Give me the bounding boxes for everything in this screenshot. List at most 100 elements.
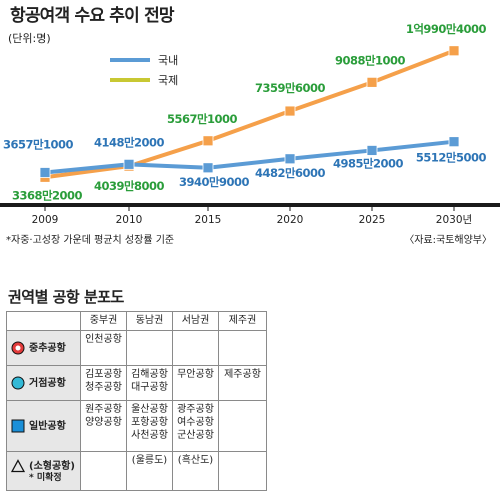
airport-name: 광주공항 — [177, 404, 214, 415]
airport-distribution-table: 중부권 동남권 서남권 제주권 중추공항 인천공항 거점공항 김포공항 청주공항 김해공항… — [6, 311, 267, 491]
data-point — [448, 45, 460, 57]
airport-name: 무안공항 — [177, 369, 214, 380]
row-label-cell: 거점공항 — [6, 365, 81, 401]
data-label: 7359만6000 — [255, 81, 326, 95]
table-cell — [172, 330, 219, 366]
chart-title: 항공여객 수요 추이 전망 — [10, 5, 175, 26]
data-label: 9088만1000 — [335, 53, 406, 67]
table-row: 일반공항 원주공항 양양공항 울산공항 포항공항 사천공항 광주공항 여수공항 군산공항 — [6, 400, 267, 452]
airport-name: 군산공항 — [177, 430, 214, 441]
data-label: 3940만9000 — [179, 175, 250, 189]
general-airport-icon — [11, 419, 25, 433]
data-label: 4039만8000 — [94, 179, 165, 193]
row-label-cell: 중추공항 — [6, 330, 81, 366]
row-label: 중추공항 — [29, 343, 66, 354]
data-point — [366, 76, 378, 88]
table-cell: (흑산도) — [172, 451, 219, 491]
airport-name: 원주공항 — [85, 404, 122, 415]
data-point — [123, 158, 135, 170]
chart-source: 〈자료:국토해양부〉 — [404, 233, 492, 246]
airport-name: 제주공항 — [224, 369, 261, 380]
table-cell: (울릉도) — [126, 451, 173, 491]
data-point — [284, 105, 296, 117]
chart-footnote: *자중·고성장 가운데 평균치 성장률 기준 — [6, 234, 174, 246]
table-cell — [126, 330, 173, 366]
data-point — [39, 167, 51, 178]
airport-name: 김해공항 — [131, 369, 168, 380]
legend-label: 국내 — [158, 54, 178, 67]
x-tick-label: 2010 — [116, 214, 143, 226]
x-tick-label: 2025 — [359, 214, 386, 226]
row-label-cell: (소형공항) * 미확정 — [6, 451, 81, 491]
table-cell: 제주공항 — [218, 365, 267, 401]
col-header: 제주권 — [218, 311, 267, 331]
data-point — [284, 153, 296, 165]
table-cell — [218, 330, 267, 366]
x-tick-label: 2015 — [195, 214, 222, 226]
table-cell: 무안공항 — [172, 365, 219, 401]
row-label-cell: 일반공항 — [6, 400, 81, 452]
x-tick-label: 2030년 — [436, 214, 472, 226]
data-point — [202, 162, 214, 174]
data-label: 1억990만4000 — [406, 22, 487, 36]
data-label: 5512만5000 — [416, 151, 487, 165]
data-point — [202, 135, 214, 147]
airport-name: 대구공항 — [131, 382, 168, 393]
table-header-row: 중부권 동남권 서남권 제주권 — [6, 311, 267, 331]
table-corner-cell — [6, 311, 81, 331]
chart-series — [39, 45, 460, 183]
table-row: (소형공항) * 미확정 (울릉도) (흑산도) — [6, 451, 267, 491]
table-row: 중추공항 인천공항 — [6, 330, 267, 366]
airport-name: 김포공항 — [85, 369, 122, 380]
row-sublabel: * 미확정 — [29, 472, 62, 483]
table-body: 중추공항 인천공항 거점공항 김포공항 청주공항 김해공항 대구공항 무안공항 제주공항 일반공항… — [6, 330, 267, 491]
base-airport-icon — [11, 376, 25, 390]
x-axis-line — [0, 203, 500, 207]
table-cell — [80, 451, 127, 491]
chart-unit-label: (단위:명) — [8, 32, 51, 45]
row-label: 거점공항 — [29, 378, 66, 389]
airport-name: 여수공항 — [177, 417, 214, 428]
col-header: 중부권 — [80, 311, 127, 331]
x-tick-label: 2009 — [32, 214, 59, 226]
table-row: 거점공항 김포공항 청주공항 김해공항 대구공항 무안공항 제주공항 — [6, 365, 267, 401]
col-header: 동남권 — [126, 311, 173, 331]
x-axis: 2009 2010 2015 2020 2025 2030년 — [0, 203, 500, 226]
chart-data-labels: 3657만1000 4148만2000 3940만9000 4482만6000 4985… — [1, 20, 488, 204]
airport-name: 양양공항 — [85, 417, 122, 428]
airport-name: 사천공항 — [131, 430, 168, 441]
data-label: 4148만2000 — [94, 135, 165, 149]
airport-name: 포항공항 — [131, 417, 168, 428]
airport-name: 인천공항 — [85, 334, 122, 345]
table-cell — [218, 451, 267, 491]
data-label: 5567만1000 — [167, 112, 238, 126]
hub-airport-icon — [11, 341, 25, 355]
table-title: 권역별 공항 분포도 — [8, 288, 124, 306]
data-label: 3368만2000 — [12, 188, 83, 202]
data-label: 4985만2000 — [333, 156, 404, 170]
airport-name: 울산공항 — [131, 404, 168, 415]
col-header: 서남권 — [172, 311, 219, 331]
series-line-domestic — [44, 139, 455, 175]
table-cell: 인천공항 — [80, 330, 127, 366]
x-tick-label: 2020 — [277, 214, 304, 226]
airport-name: (울릉도) — [131, 455, 168, 466]
airport-name: (흑산도) — [177, 455, 214, 466]
row-label: 일반공항 — [29, 421, 66, 432]
data-label: 4482만6000 — [255, 166, 326, 180]
data-point — [448, 136, 460, 148]
row-label: (소형공항) — [29, 460, 75, 472]
table-cell — [218, 400, 267, 452]
airport-name: 청주공항 — [85, 382, 122, 393]
series-line-international — [44, 48, 455, 180]
data-label: 3657만1000 — [3, 137, 74, 151]
data-point — [366, 145, 378, 156]
